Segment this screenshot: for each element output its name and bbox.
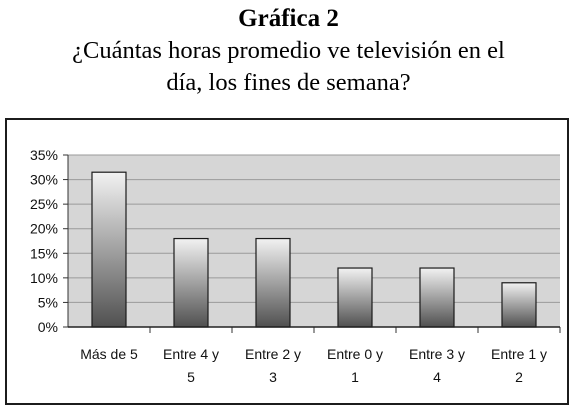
x-category-label: 1 (351, 369, 359, 385)
y-tick-label: 20% (30, 221, 58, 237)
chart-title: Gráfica 2 (238, 5, 339, 32)
x-category-label: 3 (269, 369, 277, 385)
x-category-label: Entre 3 y (409, 346, 465, 362)
y-tick-label: 10% (30, 270, 58, 286)
bar (173, 237, 209, 328)
subtitle-line-2: día, los fines de semana? (166, 69, 411, 96)
gridlines (63, 154, 561, 333)
bar (419, 267, 455, 328)
subtitle-line-1: ¿Cuántas horas promedio ve televisión en… (72, 37, 505, 64)
y-tick-label: 35% (30, 147, 58, 163)
plot-area (68, 155, 560, 327)
y-tick-label: 5% (38, 294, 58, 310)
x-category-label: 2 (515, 369, 523, 385)
x-category-label: 4 (433, 369, 441, 385)
y-tick-label: 25% (30, 196, 58, 212)
x-category-label: Más de 5 (80, 346, 138, 362)
y-tick-label: 0% (38, 319, 58, 335)
x-category-label: Entre 4 y (163, 346, 219, 362)
y-tick-label: 15% (30, 245, 58, 261)
x-category-label: Entre 0 y (327, 346, 383, 362)
bars (91, 171, 537, 328)
bar (337, 267, 373, 328)
chart-subtitle: ¿Cuántas horas promedio ve televisión en… (10, 35, 567, 99)
y-tick-labels: 0% 5% 10% 15% 20% 25% 30% 35% (30, 147, 58, 335)
bar (501, 282, 537, 328)
y-tick-label: 30% (30, 172, 58, 188)
x-category-label: Entre 1 y (491, 346, 547, 362)
x-category-label: Entre 2 y (245, 346, 301, 362)
bar (255, 237, 291, 328)
x-category-label: 5 (187, 369, 195, 385)
bar (91, 171, 127, 328)
x-category-labels: Más de 5 Entre 4 y 5 Entre 2 y 3 Entre 0 y 1 En… (80, 346, 547, 385)
